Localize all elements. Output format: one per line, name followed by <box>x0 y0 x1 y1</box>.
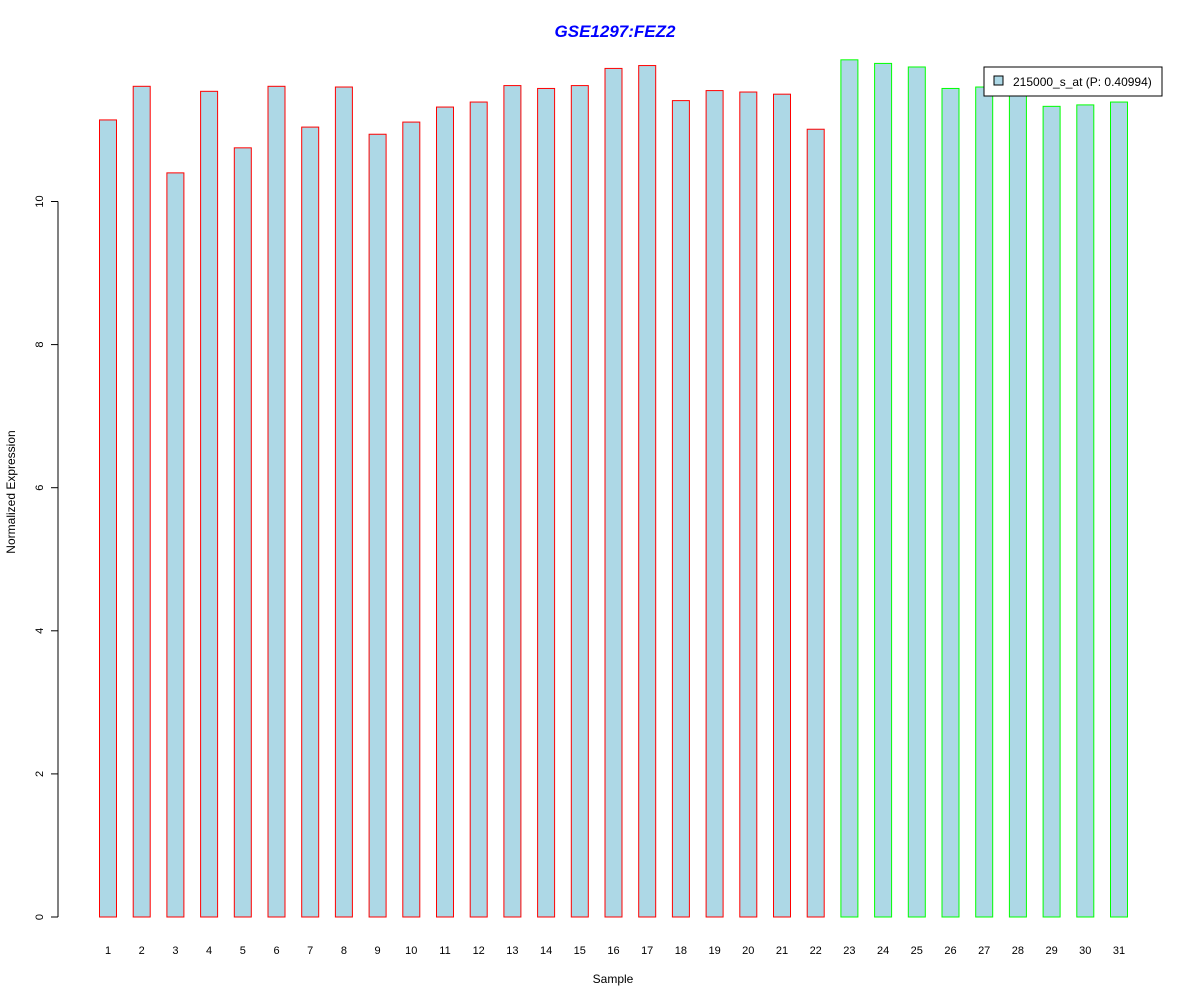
bar-sample-15 <box>570 85 589 918</box>
x-tick-label: 28 <box>1012 945 1024 957</box>
y-tick-label: 10 <box>34 195 46 207</box>
bar-sample-16 <box>604 67 623 918</box>
x-tick-label: 19 <box>708 945 720 957</box>
x-tick-label: 2 <box>139 945 145 957</box>
x-tick-label: 14 <box>540 945 552 957</box>
bar-sample-12 <box>469 101 488 918</box>
bar-sample-6 <box>267 85 286 918</box>
bar-sample-23 <box>840 59 859 918</box>
y-tick-label: 4 <box>34 628 46 634</box>
bar-sample-24 <box>874 62 893 918</box>
bars <box>99 59 1128 918</box>
bar-sample-3 <box>166 172 185 918</box>
bar-sample-4 <box>200 90 219 918</box>
x-tick-label: 26 <box>944 945 956 957</box>
y-tick-label: 0 <box>34 914 46 920</box>
chart-title: GSE1297:FEZ2 <box>555 22 676 41</box>
x-tick-label: 29 <box>1045 945 1057 957</box>
x-tick-label: 8 <box>341 945 347 957</box>
x-tick-label: 23 <box>843 945 855 957</box>
bar-sample-18 <box>671 100 690 918</box>
bar-sample-26 <box>941 87 960 918</box>
bar-sample-19 <box>705 90 724 918</box>
x-axis-title: Sample <box>593 972 634 986</box>
y-tick-label: 8 <box>34 342 46 348</box>
bar-sample-30 <box>1076 104 1095 918</box>
y-tick-label: 2 <box>34 771 46 777</box>
bar-sample-5 <box>233 147 252 918</box>
legend-box <box>983 66 1163 97</box>
x-tick-label: 21 <box>776 945 788 957</box>
x-tick-label: 9 <box>375 945 381 957</box>
bar-sample-31 <box>1110 101 1128 918</box>
x-tick-label: 27 <box>978 945 990 957</box>
bar-sample-7 <box>301 126 320 918</box>
x-tick-label: 24 <box>877 945 889 957</box>
y-axis: 0 2 4 6 8 10 <box>34 195 59 920</box>
legend-swatch <box>993 75 1004 86</box>
x-tick-label: 7 <box>307 945 313 957</box>
x-tick-label: 3 <box>172 945 178 957</box>
bar-sample-29 <box>1042 105 1061 918</box>
x-tick-label: 1 <box>105 945 111 957</box>
x-tick-label: 6 <box>273 945 279 957</box>
x-tick-label: 4 <box>206 945 212 957</box>
x-tick-label: 25 <box>911 945 923 957</box>
x-tick-label: 22 <box>810 945 822 957</box>
y-tick-label: 6 <box>34 485 46 491</box>
bar-sample-13 <box>503 85 522 918</box>
bar-sample-2 <box>132 85 151 918</box>
x-tick-label: 5 <box>240 945 246 957</box>
x-tick-label: 15 <box>574 945 586 957</box>
x-tick-label: 17 <box>641 945 653 957</box>
bar-sample-8 <box>334 86 353 918</box>
bar-sample-10 <box>402 121 421 918</box>
x-tick-labels: 1 2 3 4 5 6 7 8 9 10 11 12 13 14 15 16 17 18 19 20 21 22 23 24 2… <box>105 945 1125 957</box>
bar-sample-11 <box>436 106 454 918</box>
x-tick-label: 11 <box>439 945 450 957</box>
bar-sample-20 <box>739 91 758 918</box>
bar-sample-22 <box>806 128 825 918</box>
legend: 215000_s_at (P: 0.40994) <box>983 66 1163 97</box>
x-tick-label: 12 <box>473 945 485 957</box>
bar-sample-28 <box>1008 90 1027 918</box>
bar-sample-25 <box>907 66 926 918</box>
x-tick-label: 10 <box>405 945 417 957</box>
bar-sample-1 <box>99 119 117 918</box>
x-tick-label: 30 <box>1079 945 1091 957</box>
bar-sample-14 <box>537 87 556 918</box>
bar-sample-17 <box>638 65 657 918</box>
y-axis-title: Normalized Expression <box>4 430 18 553</box>
x-tick-label: 18 <box>675 945 687 957</box>
x-tick-label: 16 <box>607 945 619 957</box>
x-tick-label: 20 <box>742 945 754 957</box>
bar-sample-27 <box>975 86 994 918</box>
x-tick-label: 31 <box>1113 945 1125 957</box>
x-tick-label: 13 <box>506 945 518 957</box>
bar-sample-9 <box>368 133 387 918</box>
legend-label: 215000_s_at (P: 0.40994) <box>1013 75 1152 89</box>
bar-sample-21 <box>773 93 791 918</box>
